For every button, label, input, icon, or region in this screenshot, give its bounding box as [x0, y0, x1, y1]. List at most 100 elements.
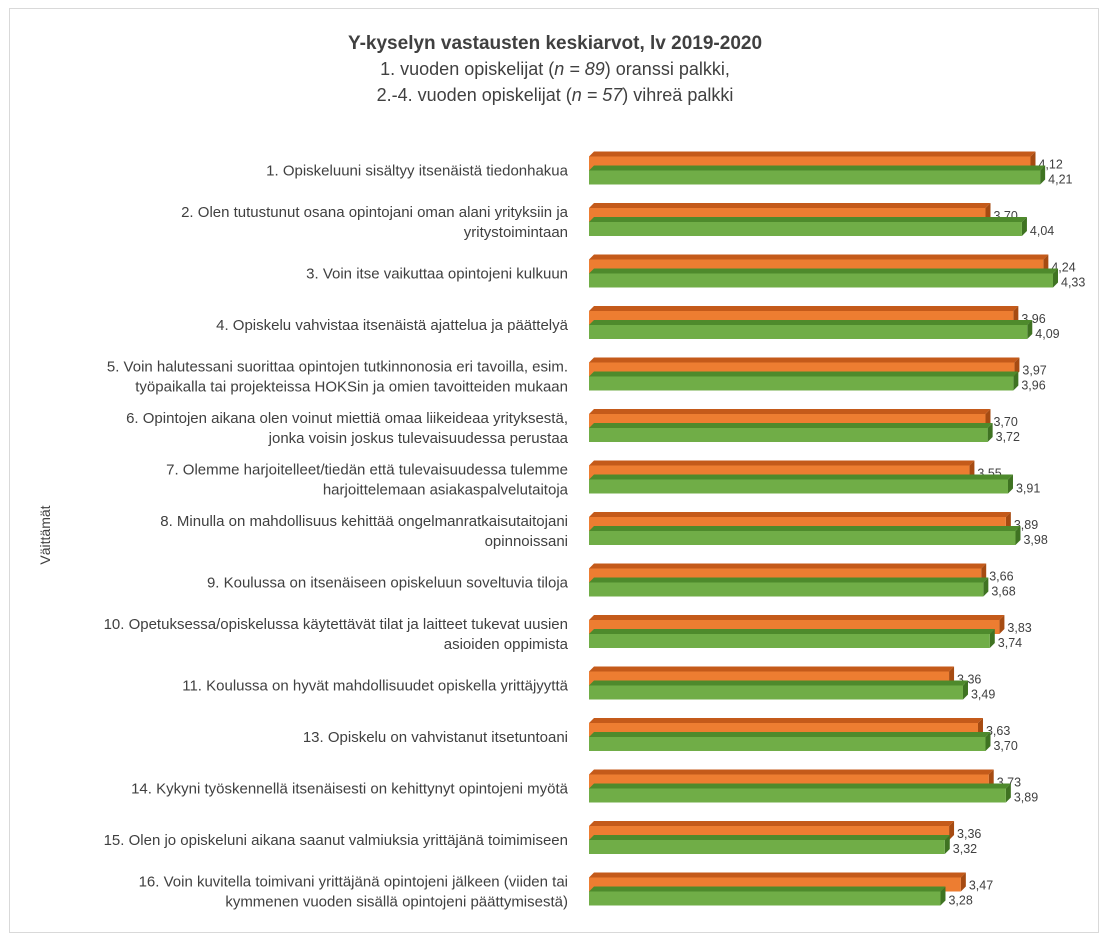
bar-top-face — [589, 577, 989, 583]
data-label: 4,09 — [1035, 327, 1059, 341]
data-label: 3,96 — [1021, 379, 1045, 393]
bar-side-face — [1027, 320, 1033, 339]
bar-top-face — [589, 872, 966, 878]
bar-green — [589, 170, 1041, 185]
bar-side-face — [999, 615, 1005, 634]
bar-top-face — [589, 718, 983, 723]
bar-side-face — [987, 423, 993, 442]
bar-green — [589, 891, 941, 906]
bar-side-face — [940, 886, 946, 906]
bar-green — [589, 788, 1006, 803]
bar-green — [589, 634, 990, 648]
bar-green — [589, 685, 963, 700]
category-label: 8. Minulla on mahdollisuus kehittää onge… — [160, 513, 568, 550]
bar-side-face — [1053, 268, 1058, 288]
bar-top-face — [589, 512, 1011, 517]
data-label: 3,63 — [986, 724, 1010, 738]
data-label: 3,70 — [993, 739, 1017, 753]
bar-green — [589, 273, 1053, 288]
bar-top-face — [589, 306, 1019, 311]
bar-side-face — [962, 680, 968, 700]
bar-top-face — [589, 563, 987, 569]
bar-side-face — [985, 732, 991, 751]
y-axis-title: Väittämät — [37, 505, 53, 564]
category-label: 2. Olen tutustunut osana opintojani oman… — [181, 204, 569, 241]
bar-side-face — [1013, 371, 1019, 391]
category-label: 14. Kykyni työskennellä itsenäisesti on … — [131, 781, 569, 798]
bar-green — [589, 222, 1022, 236]
bar-top-face — [589, 460, 975, 466]
bar-top-face — [589, 423, 993, 428]
bar-top-face — [589, 474, 1013, 480]
bar-top-face — [589, 371, 1019, 377]
bar-green — [589, 479, 1008, 494]
bar-top-face — [589, 151, 1036, 157]
bar-side-face — [960, 872, 966, 892]
bar-top-face — [589, 666, 955, 672]
bar-top-face — [589, 409, 991, 414]
bar-side-face — [989, 629, 995, 648]
bar-green — [589, 582, 984, 597]
bar-top-face — [589, 165, 1046, 171]
category-label: 13. Opiskelu on vahvistanut itsetuntoani — [303, 729, 568, 746]
bar-side-face — [1015, 526, 1021, 545]
category-label: 9. Koulussa on itsenäiseen opiskeluun so… — [207, 575, 569, 592]
bar-top-face — [589, 203, 991, 208]
data-label: 3,72 — [996, 430, 1020, 444]
category-label: 10. Opetuksessa/opiskelussa käytettävät … — [104, 616, 569, 653]
category-label: 15. Olen jo opiskeluni aikana saanut val… — [104, 832, 568, 849]
bar-top-face — [589, 217, 1027, 222]
bar-green — [589, 531, 1016, 545]
bar-top-face — [589, 254, 1049, 260]
chart-subtitle-2: 2.-4. vuoden opiskelijat (n = 57) vihreä… — [377, 85, 734, 105]
bar-top-face — [589, 629, 995, 634]
bar-top-face — [589, 615, 1005, 620]
data-label: 3,47 — [969, 879, 993, 893]
bar-side-face — [949, 821, 955, 840]
bar-top-face — [589, 320, 1033, 325]
plot-area: 1. Opiskeluuni sisältyy itsenäistä tiedo… — [104, 151, 1085, 911]
bar-side-face — [944, 835, 950, 854]
data-label: 3,97 — [1022, 364, 1046, 378]
bar-side-face — [983, 577, 989, 597]
data-label: 3,91 — [1016, 482, 1040, 496]
chart-subtitle-1: 1. vuoden opiskelijat (n = 89) oranssi p… — [380, 59, 730, 79]
bar-top-face — [589, 886, 946, 892]
bar-green — [589, 840, 945, 854]
bar-side-face — [1021, 217, 1027, 236]
data-label: 4,21 — [1048, 173, 1072, 187]
bar-green — [589, 376, 1014, 391]
data-label: 3,32 — [953, 842, 977, 856]
bar-green — [589, 737, 986, 751]
data-label: 3,98 — [1023, 533, 1047, 547]
bar-top-face — [589, 769, 994, 775]
chart-title: Y-kyselyn vastausten keskiarvot, lv 2019… — [348, 33, 762, 54]
bar-top-face — [589, 268, 1058, 274]
data-label: 4,04 — [1030, 224, 1054, 238]
data-label: 4,33 — [1061, 276, 1085, 290]
category-label: 11. Koulussa on hyvät mahdollisuudet opi… — [182, 678, 568, 695]
bar-top-face — [589, 821, 955, 826]
data-label: 3,36 — [957, 827, 981, 841]
bar-side-face — [1040, 165, 1046, 185]
data-label: 3,70 — [993, 415, 1017, 429]
category-label: 7. Olemme harjoitelleet/tiedän että tule… — [166, 462, 569, 499]
bar-top-face — [589, 680, 968, 686]
category-label: 5. Voin halutessani suorittaa opintojen … — [107, 359, 568, 396]
category-label: 3. Voin itse vaikuttaa opintojeni kulkuu… — [306, 266, 568, 283]
bar-side-face — [1007, 474, 1013, 494]
category-label: 4. Opiskelu vahvistaa itsenäistä ajattel… — [216, 317, 569, 334]
category-label: 16. Voin kuvitella toimivani yrittäjänä … — [139, 874, 568, 911]
data-label: 3,68 — [991, 585, 1015, 599]
bar-top-face — [589, 357, 1020, 363]
bar-side-face — [1005, 783, 1011, 803]
data-label: 3,49 — [971, 688, 995, 702]
data-label: 3,74 — [998, 636, 1022, 650]
data-label: 3,28 — [948, 894, 972, 908]
data-label: 3,66 — [989, 570, 1013, 584]
bar-top-face — [589, 835, 950, 840]
bar-top-face — [589, 783, 1011, 789]
data-label: 3,89 — [1014, 791, 1038, 805]
bar-green — [589, 428, 988, 442]
